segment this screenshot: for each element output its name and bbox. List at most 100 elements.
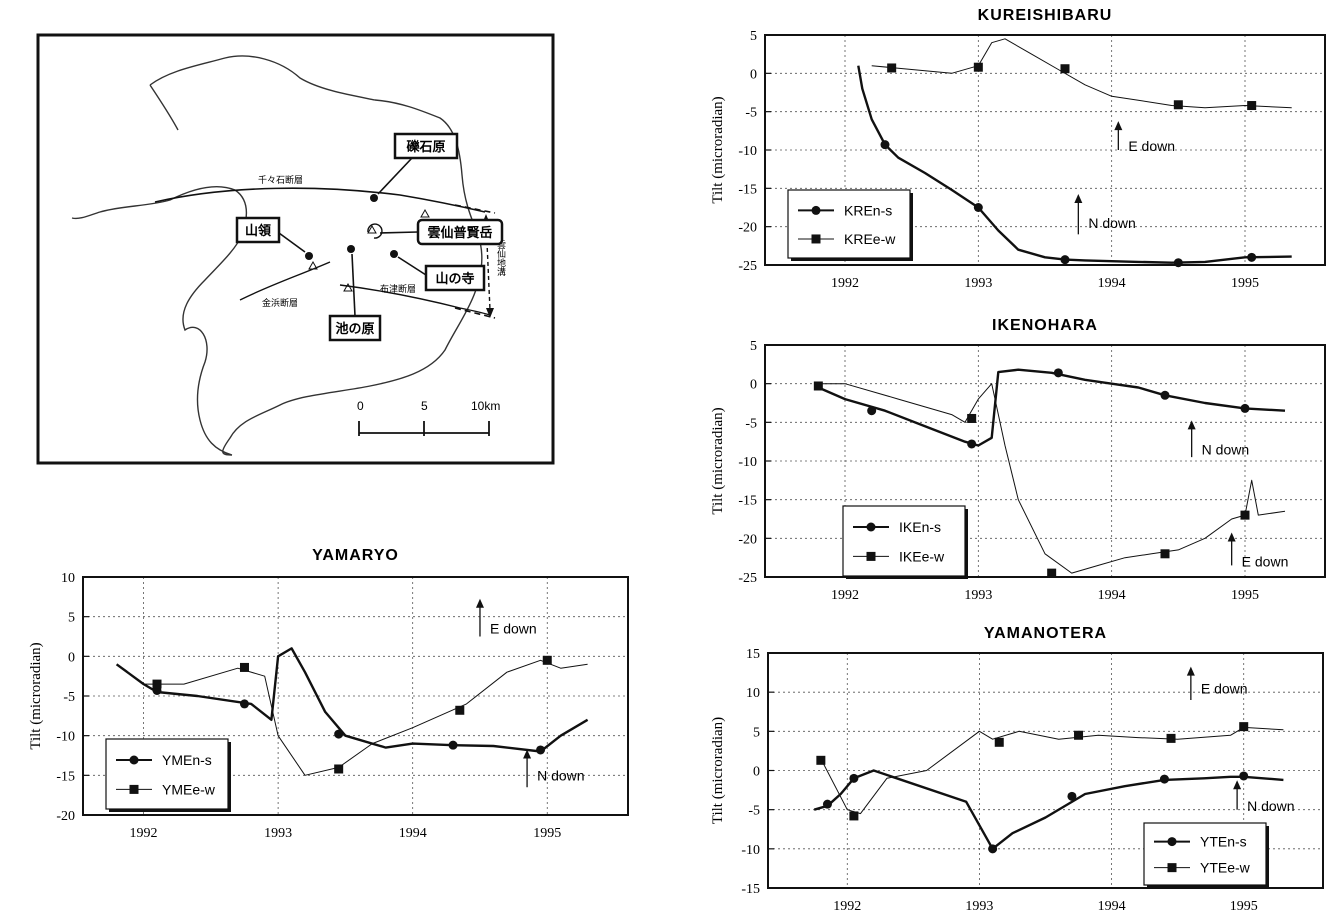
annotation-arrowhead <box>1186 666 1195 676</box>
data-point-YTEe-w <box>849 811 859 821</box>
annotation-arrowhead <box>1074 194 1083 203</box>
y-tick-label: 5 <box>753 725 760 740</box>
legend-label: KREe-w <box>844 231 896 247</box>
data-point-YTEe-w <box>1074 730 1084 740</box>
x-tick-label: 1995 <box>1231 588 1259 603</box>
x-tick-label: 1994 <box>399 826 427 841</box>
y-tick-label: 15 <box>746 647 760 662</box>
fault-chijiwa <box>154 187 486 213</box>
y-tick-label: -5 <box>63 690 75 705</box>
fault-kanahama <box>239 261 331 301</box>
fault-label-futsu: 布津断層 <box>380 283 416 295</box>
series-line-YMEn-s <box>115 647 589 753</box>
annotation-label: N down <box>1088 215 1135 231</box>
plot-frame <box>82 576 629 816</box>
data-point-IKEe-w <box>813 381 823 391</box>
data-point-YTEe-w <box>1239 722 1249 732</box>
annotation-arrowhead <box>1227 532 1236 542</box>
y-tick-label: 0 <box>750 378 757 393</box>
annotation-label: N down <box>537 767 584 783</box>
data-point-YMEe-w <box>455 705 465 715</box>
chart-title: IKENOHARA <box>992 317 1098 334</box>
series-line-KREe-w <box>871 38 1292 109</box>
annotation-label: N down <box>1202 441 1249 457</box>
legend-box <box>105 738 229 810</box>
data-point-YTEn-s <box>1067 791 1077 801</box>
data-point-KREn-s <box>1173 258 1183 268</box>
fault-futsu <box>339 284 491 316</box>
station-ikenohara-dot <box>347 245 355 253</box>
summit-triangle <box>367 224 377 234</box>
data-point-YMEe-w <box>152 679 162 689</box>
legend-label: KREn-s <box>844 202 892 218</box>
data-point-KREn-s <box>880 140 890 150</box>
chart-ikenohara: IKENOHARA 5 0 -5 -10 -15 -20 -25 1992 1993 1994 199… <box>710 317 1326 603</box>
x-tick-label: 1993 <box>964 276 992 291</box>
data-point-YMEn-s <box>536 745 546 755</box>
y-tick-label: -25 <box>738 571 757 586</box>
triangle-marker <box>343 282 353 292</box>
x-tick-label: 1992 <box>831 276 859 291</box>
fault-futsu-ext <box>454 307 496 319</box>
y-tick-label: -20 <box>56 809 75 824</box>
y-tick-label: -5 <box>745 416 757 431</box>
y-tick-label: -5 <box>748 804 760 819</box>
y-tick-label: -15 <box>741 882 760 897</box>
scale-five: 5 <box>421 399 428 413</box>
legend-label: IKEe-w <box>899 548 945 564</box>
chart-yamanotera: YAMANOTERA 15 10 5 0 -5 -10 -15 1992 1993 1994 1995… <box>710 625 1324 914</box>
data-point-YTEn-s <box>822 799 832 809</box>
annotation-label: E down <box>1201 680 1248 696</box>
annotation-label: E down <box>1242 554 1289 570</box>
legend-marker <box>1167 837 1177 847</box>
chart-kureishibaru: KUREISHIBARU 5 0 -5 -10 -15 -20 -25 1992 1993 1994… <box>710 7 1326 291</box>
legend-marker <box>811 205 821 215</box>
data-point-YTEn-s <box>1159 774 1169 784</box>
data-point-KREe-w <box>1060 64 1070 74</box>
y-tick-label: 0 <box>750 67 757 82</box>
y-axis-label: Tilt (microradian) <box>28 642 44 749</box>
y-tick-label: -20 <box>738 221 757 236</box>
map-frame <box>36 33 555 465</box>
y-tick-label: -20 <box>738 532 757 547</box>
label-yamaryo: 山領 <box>235 216 306 253</box>
legend-label: YMEn-s <box>162 752 212 768</box>
data-point-YMEe-w <box>542 655 552 665</box>
fault-chijiwa-ext <box>454 204 496 214</box>
plot-frame <box>767 652 1324 889</box>
y-tick-label: -10 <box>741 843 760 858</box>
y-tick-label: -10 <box>738 455 757 470</box>
label-yamaryo-text: 山領 <box>245 223 272 239</box>
fault-label-graben: 雲仙地溝 <box>495 240 506 277</box>
legend-label: YMEe-w <box>162 781 216 797</box>
y-tick-label: -10 <box>738 144 757 159</box>
station-reki-dot <box>370 194 378 202</box>
x-tick-label: 1995 <box>1230 899 1258 914</box>
station-yamanotera-dot <box>390 250 398 258</box>
data-point-YMEn-s <box>448 740 458 750</box>
x-tick-label: 1994 <box>1098 899 1126 914</box>
data-point-YTEe-w <box>1166 733 1176 743</box>
data-point-KREn-s <box>1247 252 1257 262</box>
annotation-arrowhead <box>1114 121 1123 131</box>
legend-box <box>787 189 911 259</box>
label-reki-text: 礫石原 <box>406 139 445 155</box>
x-tick-label: 1993 <box>964 588 992 603</box>
data-point-KREe-w <box>1173 100 1183 110</box>
y-tick-label: -15 <box>738 182 757 197</box>
chart-yamaryo: YAMARYO 10 5 0 -5 -10 -15 -20 1992 1993 1994 1995 Ti… <box>28 547 629 841</box>
legend-marker <box>866 522 876 532</box>
annotation-label: E down <box>1128 138 1175 154</box>
legend-label: IKEn-s <box>899 519 941 535</box>
data-point-YTEe-w <box>816 755 826 765</box>
label-ikenohara: 池の原 <box>328 253 382 342</box>
legend-marker <box>129 784 139 794</box>
legend-label: YTEn-s <box>1200 834 1247 850</box>
data-point-KREn-s <box>1060 255 1070 265</box>
data-point-IKEn-s <box>1053 368 1063 378</box>
location-map: 千々石断層 金浜断層 布津断層 雲仙地溝 礫石原 雲仙普賢岳 山領 <box>36 33 555 465</box>
y-tick-label: 0 <box>68 650 75 665</box>
x-tick-label: 1993 <box>965 899 993 914</box>
data-point-YTEn-s <box>988 844 998 854</box>
data-point-KREe-w <box>1247 101 1257 111</box>
